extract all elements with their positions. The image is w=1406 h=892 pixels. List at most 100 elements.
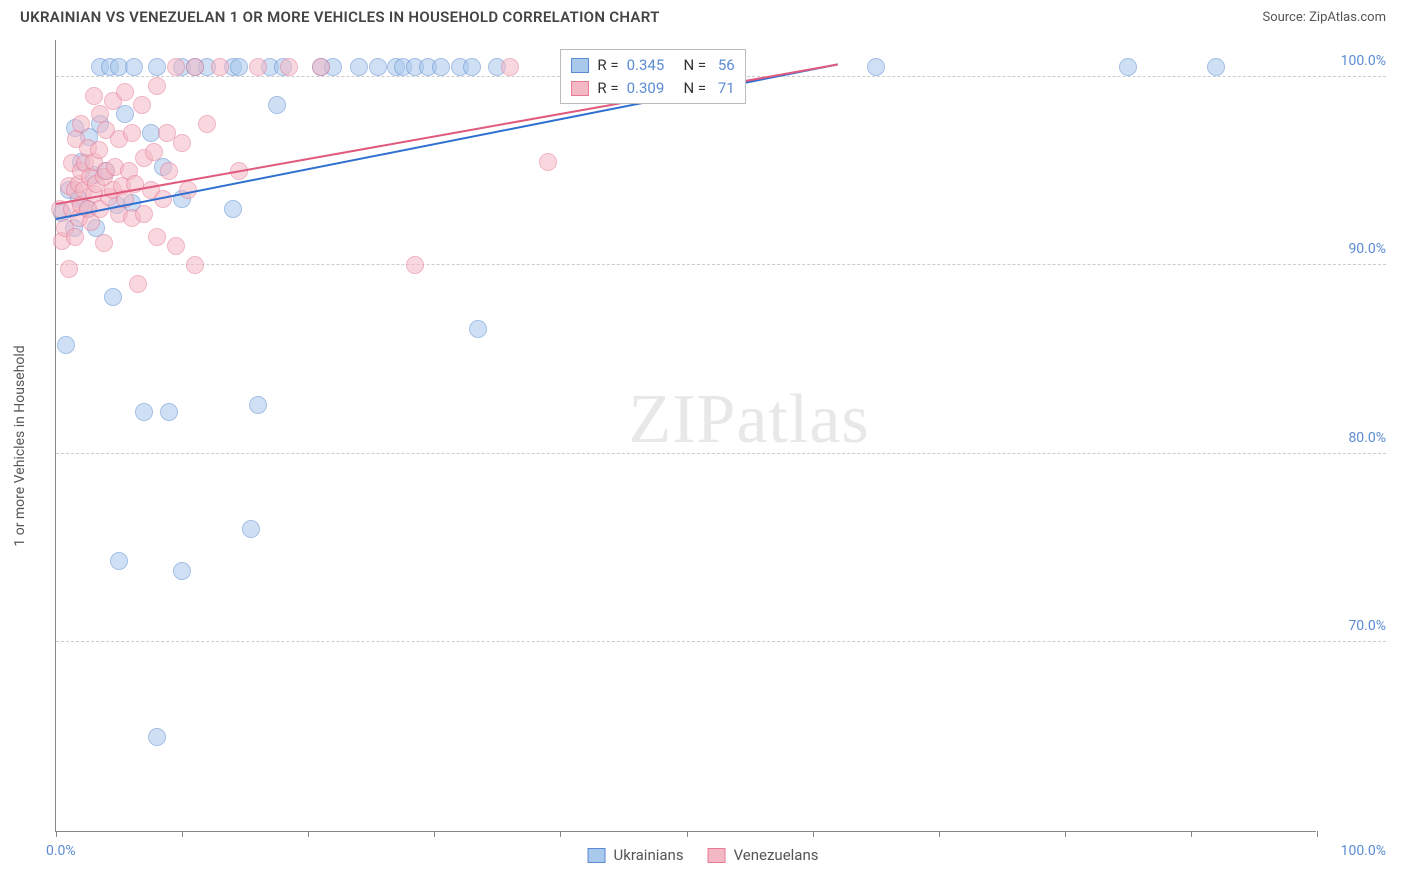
xtick — [182, 831, 183, 837]
chart-header: UKRAINIAN VS VENEZUELAN 1 OR MORE VEHICL… — [0, 0, 1406, 32]
legend-row: R = 0.345 N = 56 — [571, 54, 734, 77]
xtick-label-end: 100.0% — [1341, 843, 1386, 859]
scatter-point — [104, 288, 122, 306]
scatter-point — [85, 87, 103, 105]
scatter-point — [110, 552, 128, 570]
scatter-point — [1207, 58, 1225, 76]
scatter-point — [95, 234, 113, 252]
scatter-point — [148, 728, 166, 746]
xtick — [1065, 831, 1066, 837]
legend-r-value: 0.309 — [627, 77, 665, 100]
scatter-point — [230, 58, 248, 76]
xtick-label-start: 0.0% — [46, 843, 76, 859]
scatter-point — [350, 58, 368, 76]
scatter-point — [148, 228, 166, 246]
scatter-point — [432, 58, 450, 76]
gridline — [56, 453, 1386, 454]
scatter-point — [142, 124, 160, 142]
scatter-point — [369, 58, 387, 76]
chart-title: UKRAINIAN VS VENEZUELAN 1 OR MORE VEHICL… — [20, 8, 660, 26]
scatter-point — [539, 153, 557, 171]
legend-r-label: R = — [597, 54, 618, 77]
scatter-point — [312, 58, 330, 76]
legend-row: R = 0.309 N = 71 — [571, 77, 734, 100]
series-legend: Ukrainians Venezuelans — [588, 846, 819, 864]
scatter-point — [224, 200, 242, 218]
chart-source: Source: ZipAtlas.com — [1262, 10, 1386, 25]
ytick-label: 90.0% — [1326, 241, 1386, 257]
scatter-point — [160, 403, 178, 421]
gridline — [56, 641, 1386, 642]
xtick — [56, 831, 57, 837]
scatter-point — [173, 562, 191, 580]
scatter-point — [280, 58, 298, 76]
scatter-point — [167, 237, 185, 255]
xtick — [434, 831, 435, 837]
scatter-point — [116, 105, 134, 123]
yaxis-title: 1 or more Vehicles in Household — [12, 345, 28, 546]
scatter-point — [135, 403, 153, 421]
scatter-point — [268, 96, 286, 114]
scatter-point — [249, 58, 267, 76]
xtick — [1317, 831, 1318, 837]
legend-r-value: 0.345 — [627, 54, 665, 77]
legend-swatch — [571, 58, 589, 73]
legend-item: Ukrainians — [588, 846, 684, 864]
legend-label: Venezuelans — [734, 846, 819, 864]
xtick — [813, 831, 814, 837]
scatter-point — [66, 228, 84, 246]
legend-n-label: N = — [672, 54, 706, 77]
ytick-label: 70.0% — [1326, 618, 1386, 634]
legend-r-label: R = — [597, 77, 618, 100]
scatter-point — [145, 143, 163, 161]
scatter-point — [125, 58, 143, 76]
scatter-point — [148, 77, 166, 95]
scatter-point — [116, 83, 134, 101]
scatter-point — [72, 115, 90, 133]
scatter-point — [60, 260, 78, 278]
ytick-label: 80.0% — [1326, 430, 1386, 446]
scatter-point — [242, 520, 260, 538]
legend-swatch — [571, 81, 589, 96]
scatter-point — [133, 96, 151, 114]
scatter-point — [463, 58, 481, 76]
correlation-legend: R = 0.345 N = 56R = 0.309 N = 71 — [560, 49, 745, 104]
scatter-point — [57, 336, 75, 354]
legend-n-value: 56 — [714, 54, 735, 77]
xtick — [560, 831, 561, 837]
gridline — [56, 264, 1386, 265]
watermark-light: atlas — [736, 381, 869, 458]
scatter-point — [249, 396, 267, 414]
xtick — [687, 831, 688, 837]
scatter-point — [173, 134, 191, 152]
scatter-point — [186, 58, 204, 76]
scatter-point — [1119, 58, 1137, 76]
scatter-point — [186, 256, 204, 274]
watermark: ZIPatlas — [628, 380, 869, 460]
watermark-bold: ZIP — [628, 381, 736, 458]
scatter-point — [129, 275, 147, 293]
scatter-point — [501, 58, 519, 76]
scatter-point — [148, 58, 166, 76]
xtick — [1191, 831, 1192, 837]
xtick — [308, 831, 309, 837]
scatter-point — [211, 58, 229, 76]
legend-n-value: 71 — [714, 77, 735, 100]
chart-plot-area: ZIPatlas R = 0.345 N = 56R = 0.309 N = 7… — [55, 40, 1316, 832]
scatter-point — [867, 58, 885, 76]
scatter-point — [90, 141, 108, 159]
scatter-point — [167, 58, 185, 76]
scatter-point — [406, 256, 424, 274]
legend-swatch — [708, 848, 726, 863]
legend-label: Ukrainians — [614, 846, 684, 864]
ytick-label: 100.0% — [1326, 53, 1386, 69]
legend-item: Venezuelans — [708, 846, 819, 864]
scatter-point — [198, 115, 216, 133]
legend-n-label: N = — [672, 77, 706, 100]
xtick — [939, 831, 940, 837]
scatter-point — [160, 162, 178, 180]
scatter-point — [469, 320, 487, 338]
legend-swatch — [588, 848, 606, 863]
scatter-point — [123, 124, 141, 142]
scatter-point — [135, 205, 153, 223]
